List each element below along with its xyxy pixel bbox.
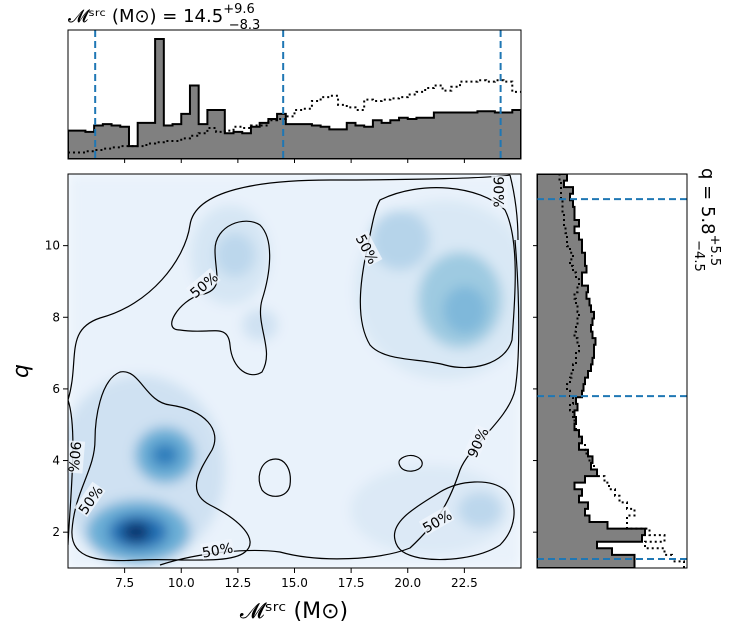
y-tick-label: 4 (52, 454, 60, 468)
top-histogram-bars (68, 38, 521, 159)
x-tick-label: 12.5 (225, 576, 252, 590)
x-tick-label: 10.0 (168, 576, 195, 590)
right-histogram-panel: q = 5.8+5.5−4.5 (533, 168, 722, 569)
density-heatmap (68, 174, 521, 568)
main-panel-ticks: 7.5 10.0 12.5 15.0 17.5 20.0 22.5 2 4 6 8 10 (45, 239, 478, 590)
x-tick-label: 15.0 (281, 576, 308, 590)
y-axis-label: q (9, 364, 34, 378)
right-posterior-histogram (537, 174, 646, 568)
contour-label: 90% (489, 176, 505, 207)
right-histogram-title: q = 5.8+5.5−4.5 (691, 168, 722, 272)
density-peak-lower-right (458, 492, 502, 528)
contour-50-small-island (258, 458, 291, 497)
density-blob-broad-lower-right (350, 465, 510, 555)
x-tick-label: 20.0 (394, 576, 421, 590)
contour-label: 50% (201, 540, 234, 561)
top-prior-histogram (68, 79, 521, 154)
right-quantile-lines (537, 198, 687, 561)
density-peak-top (215, 233, 255, 277)
top-panel-ticks (124, 159, 465, 163)
contour-labels: 50%50%50%50%50%90%90%90% (64, 175, 508, 562)
x-tick-label: 17.5 (338, 576, 365, 590)
contour-50-top-island (171, 220, 271, 376)
contour-50-lower-left (71, 371, 251, 562)
contour-50-lower-right (393, 481, 515, 561)
top-posterior-histogram (68, 38, 521, 159)
x-axis-label: 𝓜ˢʳᶜ (M⊙) (240, 599, 348, 624)
y-tick-label: 8 (52, 310, 60, 324)
top-histogram-panel: 𝓜ˢʳᶜ (M⊙) = 14.5+9.6 −8.3 (67, 2, 522, 163)
y-tick-label: 6 (52, 382, 60, 396)
right-panel-ticks (533, 245, 537, 533)
contour-90-right-edge (509, 174, 519, 241)
top-histogram-title: 𝓜ˢʳᶜ (M⊙) = 14.5+9.6 −8.3 (68, 2, 260, 33)
contour-label: 90% (64, 441, 83, 473)
x-tick-label: 7.5 (115, 576, 134, 590)
right-prior-histogram (558, 174, 685, 568)
right-panel-frame (536, 173, 688, 569)
main-density-panel: 50%50%50%50%50%90%90%90% 7.5 10.0 12.5 15.0… (9, 173, 522, 624)
y-tick-label: 10 (45, 239, 60, 253)
contour-50-tiny-island (398, 454, 423, 472)
right-histogram-bars (537, 174, 685, 568)
y-tick-label: 2 (52, 525, 60, 539)
x-tick-label: 22.5 (451, 576, 478, 590)
